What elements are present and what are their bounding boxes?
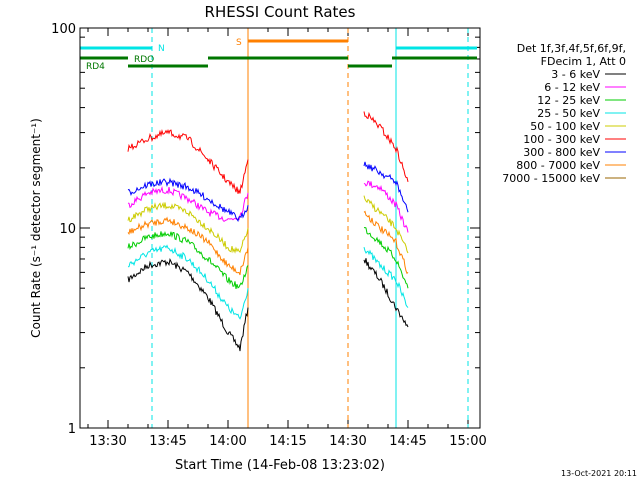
- x-tick-label: 14:45: [389, 434, 426, 449]
- annotation-label: RD4: [86, 62, 105, 72]
- x-tick-label: 13:30: [89, 434, 126, 449]
- legend-header: FDecim 1, Att 0: [541, 55, 626, 68]
- series-line: [363, 258, 409, 328]
- series-line: [363, 180, 409, 233]
- series-800-7000-kev: [127, 210, 409, 276]
- series-25-50-kev: [127, 244, 409, 320]
- legend-entry-label: 25 - 50 keV: [537, 107, 600, 120]
- legend-entry-label: 7000 - 15000 keV: [502, 172, 600, 185]
- series-line: [363, 246, 409, 308]
- legend-entry-label: 6 - 12 keV: [544, 81, 600, 94]
- legend-entry-label: 100 - 300 keV: [523, 133, 600, 146]
- x-axis-label: Start Time (14-Feb-08 13:23:02): [175, 458, 385, 473]
- series-6-12-kev: [127, 180, 409, 233]
- series-line: [363, 226, 409, 289]
- series-line: [127, 257, 249, 352]
- legend-header: Det 1f,3f,4f,5f,6f,9f,: [517, 42, 626, 55]
- legend: Det 1f,3f,4f,5f,6f,9f,FDecim 1, Att 03 -…: [502, 42, 626, 185]
- series-line: [363, 161, 409, 213]
- series-line: [127, 244, 249, 320]
- series-100-300-kev: [127, 111, 409, 194]
- series-line: [127, 177, 249, 223]
- series-line: [127, 231, 249, 290]
- series-line: [363, 210, 409, 275]
- series-line: [363, 195, 409, 254]
- series-300-800-kev: [127, 161, 409, 223]
- legend-entry-label: 300 - 800 keV: [523, 146, 600, 159]
- series-12-25-kev: [127, 226, 409, 290]
- series-line: [127, 216, 249, 276]
- annotation-label: N: [158, 44, 165, 54]
- y-tick-label: 100: [51, 22, 76, 37]
- series-50-100-kev: [127, 195, 409, 254]
- series-line: [127, 186, 249, 223]
- chart-title: RHESSI Count Rates: [205, 3, 356, 21]
- x-tick-label: 15:00: [449, 434, 486, 449]
- x-tick-label: 13:45: [149, 434, 186, 449]
- annotation-label: RDO: [134, 55, 154, 65]
- x-tick-label: 14:30: [329, 434, 366, 449]
- x-tick-label: 14:00: [209, 434, 246, 449]
- legend-entry-label: 50 - 100 keV: [530, 120, 600, 133]
- footer-date: 13-Oct-2021 20:11: [561, 469, 637, 478]
- legend-entry-label: 3 - 6 keV: [551, 68, 600, 81]
- y-tick-label: 1: [68, 422, 76, 437]
- plot-frame: [79, 27, 481, 429]
- series-line: [363, 111, 409, 183]
- series-line: [127, 128, 249, 194]
- legend-entry-label: 12 - 25 keV: [537, 94, 600, 107]
- y-tick-label: 10: [59, 222, 76, 237]
- series-line: [127, 201, 249, 254]
- legend-entry-label: 800 - 7000 keV: [516, 159, 600, 172]
- series-3-6-kev: [127, 257, 409, 352]
- x-tick-label: 14:15: [269, 434, 306, 449]
- annotation-label: S: [236, 38, 242, 48]
- y-axis-label: Count Rate (s⁻¹ detector segment⁻¹): [29, 118, 43, 338]
